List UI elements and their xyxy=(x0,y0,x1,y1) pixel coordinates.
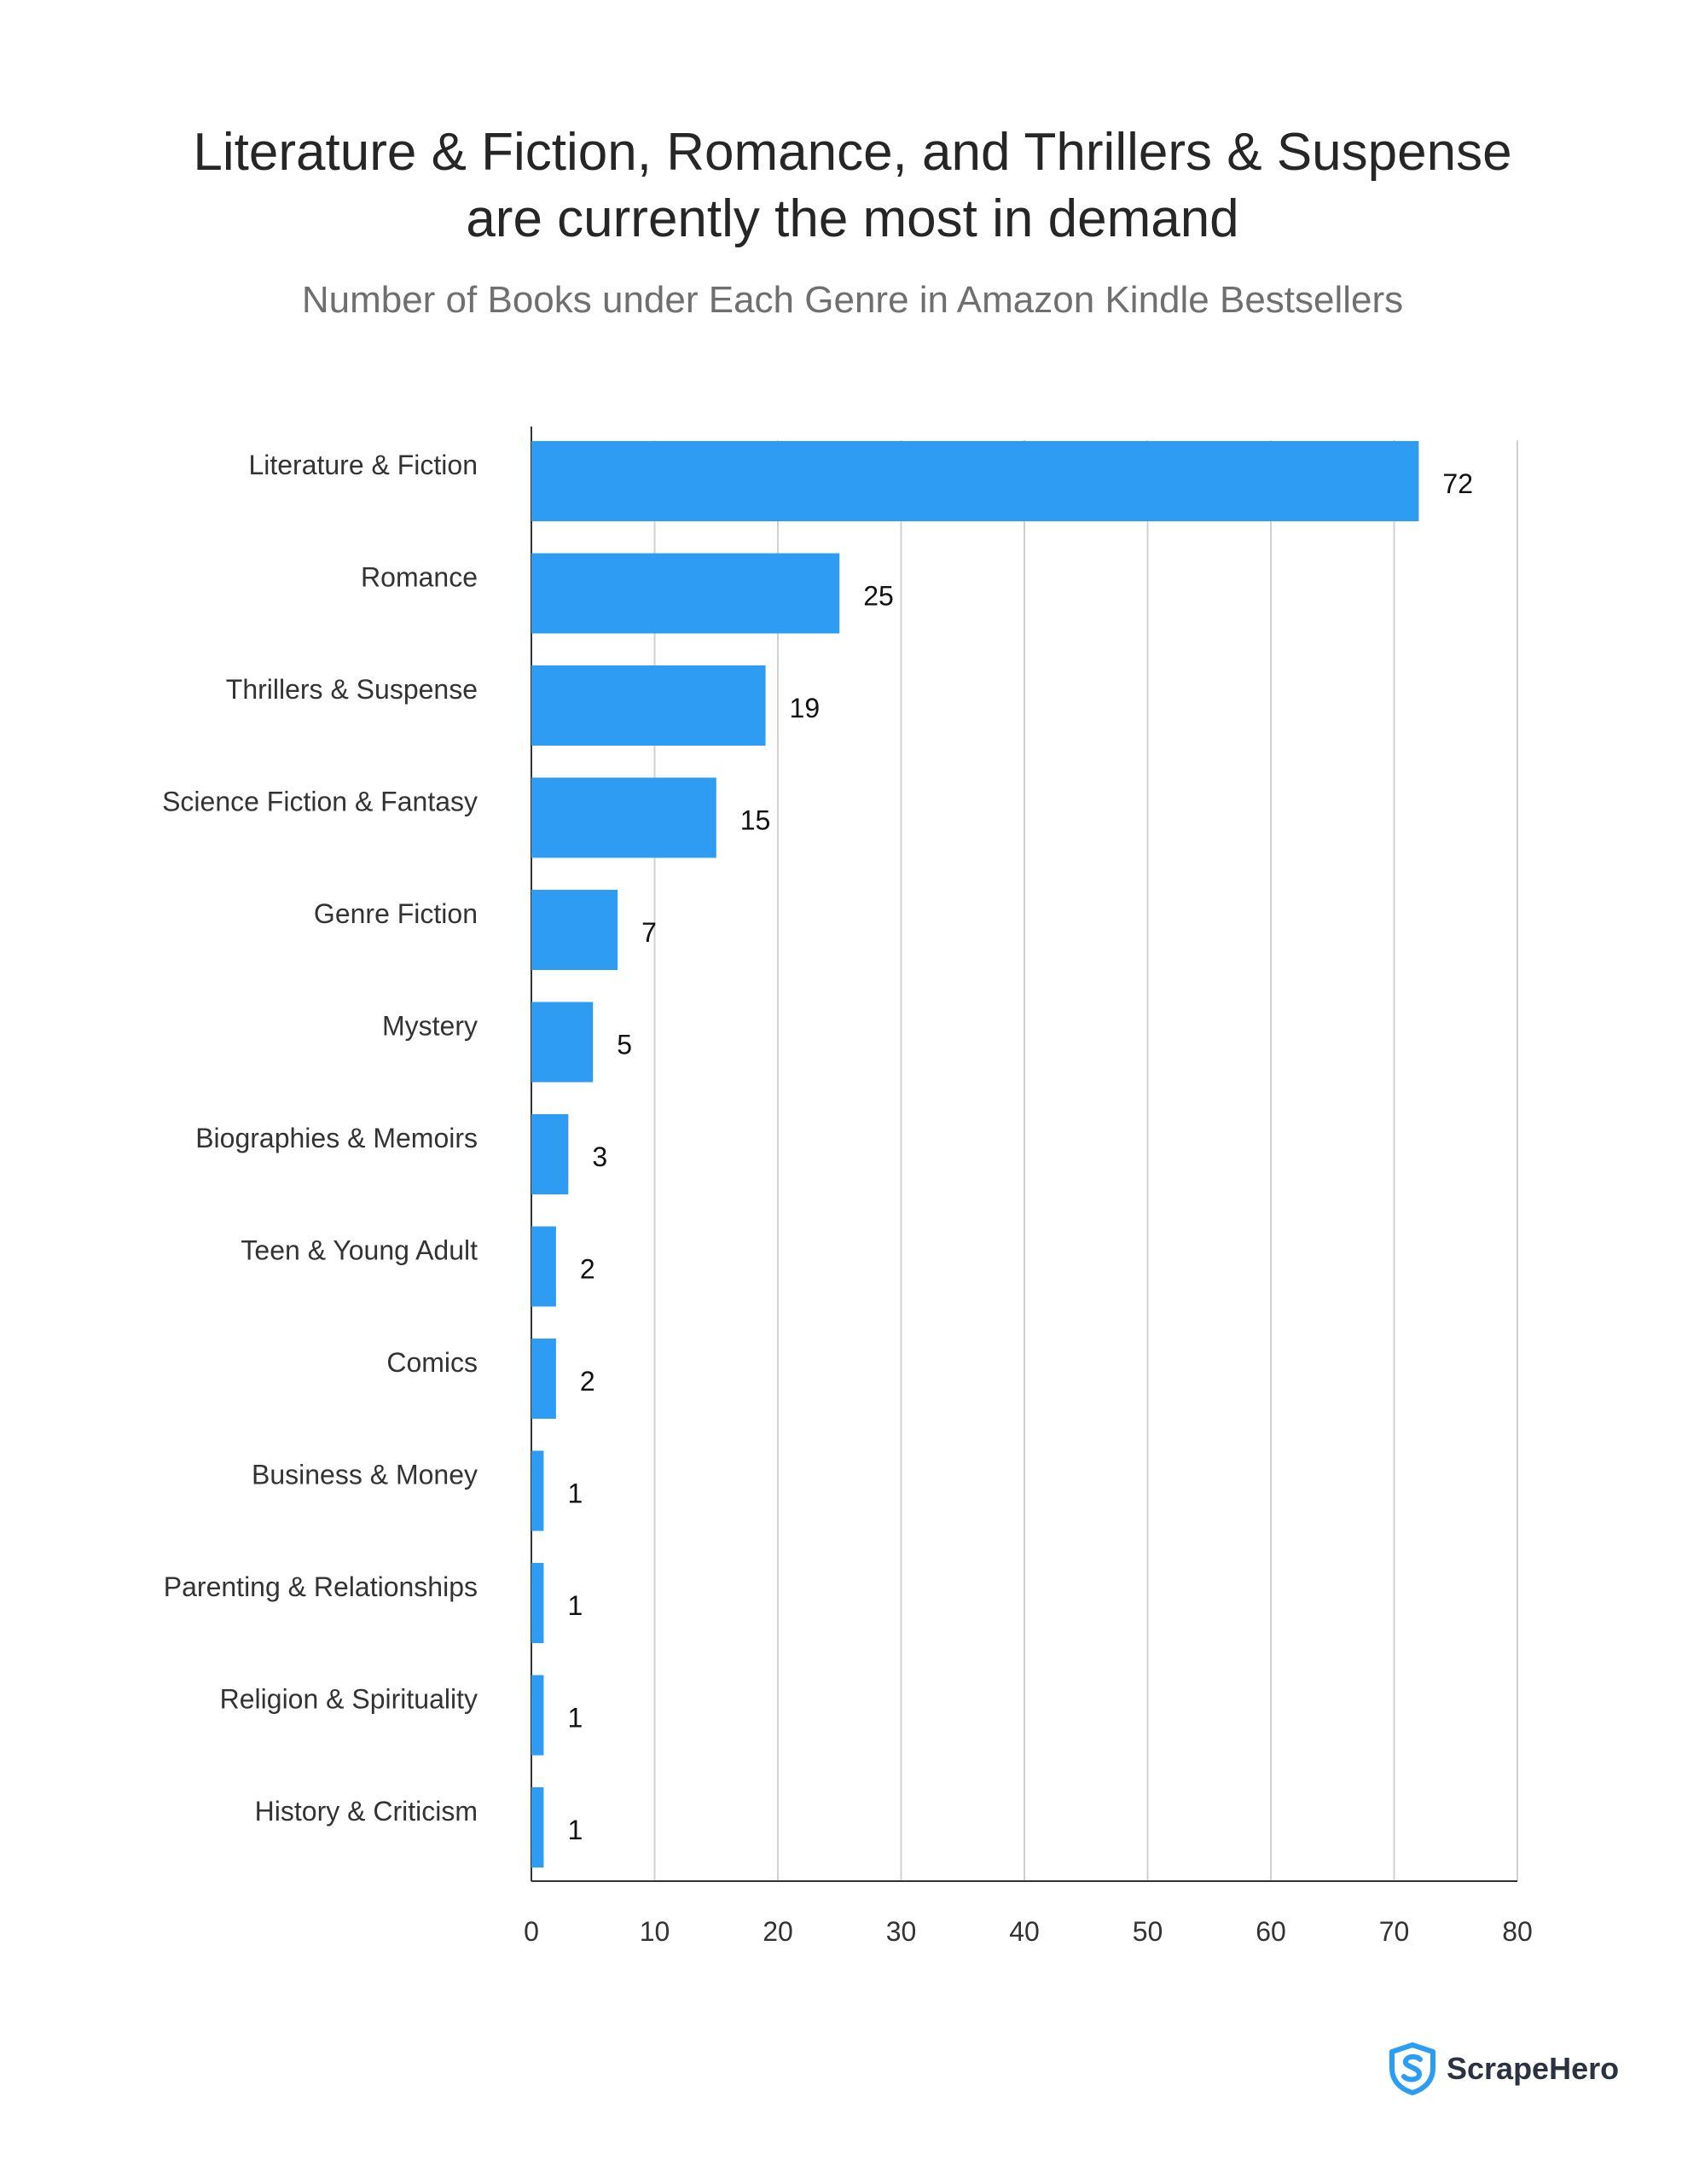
category-label-12: History & Criticism xyxy=(255,1796,478,1827)
bar-8 xyxy=(531,1339,556,1419)
bar-2 xyxy=(531,665,766,746)
value-label-11: 1 xyxy=(567,1703,583,1734)
x-tick-label-0: 0 xyxy=(524,1916,539,1947)
category-label-4: Genre Fiction xyxy=(314,898,478,929)
category-label-9: Business & Money xyxy=(252,1460,478,1490)
value-label-10: 1 xyxy=(567,1590,583,1621)
bar-5 xyxy=(531,1002,594,1083)
bar-7 xyxy=(531,1226,556,1307)
value-label-7: 2 xyxy=(580,1254,595,1285)
category-label-1: Romance xyxy=(361,562,478,593)
value-label-5: 5 xyxy=(617,1030,632,1060)
x-tick-label-10: 10 xyxy=(640,1916,670,1947)
bar-12 xyxy=(531,1787,544,1867)
category-label-10: Parenting & Relationships xyxy=(164,1571,478,1602)
bar-10 xyxy=(531,1563,544,1643)
chart-title-line-2: are currently the most in demand xyxy=(466,189,1239,248)
value-label-12: 1 xyxy=(567,1815,583,1845)
bar-9 xyxy=(531,1450,544,1531)
value-label-0: 72 xyxy=(1442,468,1473,499)
category-label-5: Mystery xyxy=(382,1011,478,1042)
x-tick-label-50: 50 xyxy=(1133,1916,1163,1947)
category-label-2: Thrillers & Suspense xyxy=(226,674,478,705)
value-label-8: 2 xyxy=(580,1366,595,1397)
value-label-2: 19 xyxy=(790,693,821,723)
category-label-11: Religion & Spirituality xyxy=(220,1684,478,1715)
chart-title: Literature & Fiction, Romance, and Thril… xyxy=(0,119,1705,253)
category-label-8: Comics xyxy=(386,1347,478,1378)
x-tick-label-70: 70 xyxy=(1379,1916,1410,1947)
scrapehero-logo: ScrapeHero xyxy=(1389,2042,1619,2096)
value-label-9: 1 xyxy=(567,1478,583,1509)
shield-s-icon xyxy=(1389,2042,1435,2095)
x-tick-label-30: 30 xyxy=(886,1916,917,1947)
chart-title-line-1: Literature & Fiction, Romance, and Thril… xyxy=(193,123,1512,182)
bar-3 xyxy=(531,777,716,858)
bar-0 xyxy=(531,441,1419,521)
value-label-1: 25 xyxy=(863,581,894,612)
bar-6 xyxy=(531,1114,569,1194)
value-label-6: 3 xyxy=(592,1141,607,1172)
x-tick-label-40: 40 xyxy=(1009,1916,1040,1947)
x-tick-label-80: 80 xyxy=(1502,1916,1533,1947)
bar-1 xyxy=(531,553,840,634)
value-label-3: 15 xyxy=(740,805,771,836)
x-tick-label-60: 60 xyxy=(1256,1916,1286,1947)
bar-11 xyxy=(531,1675,544,1756)
logo-text: ScrapeHero xyxy=(1447,2051,1620,2086)
category-label-3: Science Fiction & Fantasy xyxy=(162,787,478,817)
category-label-7: Teen & Young Adult xyxy=(241,1235,478,1266)
x-tick-label-20: 20 xyxy=(763,1916,793,1947)
bar-4 xyxy=(531,890,618,970)
value-label-4: 7 xyxy=(641,917,657,948)
category-label-0: Literature & Fiction xyxy=(248,450,478,480)
chart-subtitle: Number of Books under Each Genre in Amaz… xyxy=(301,279,1404,321)
category-label-6: Biographies & Memoirs xyxy=(195,1123,478,1153)
